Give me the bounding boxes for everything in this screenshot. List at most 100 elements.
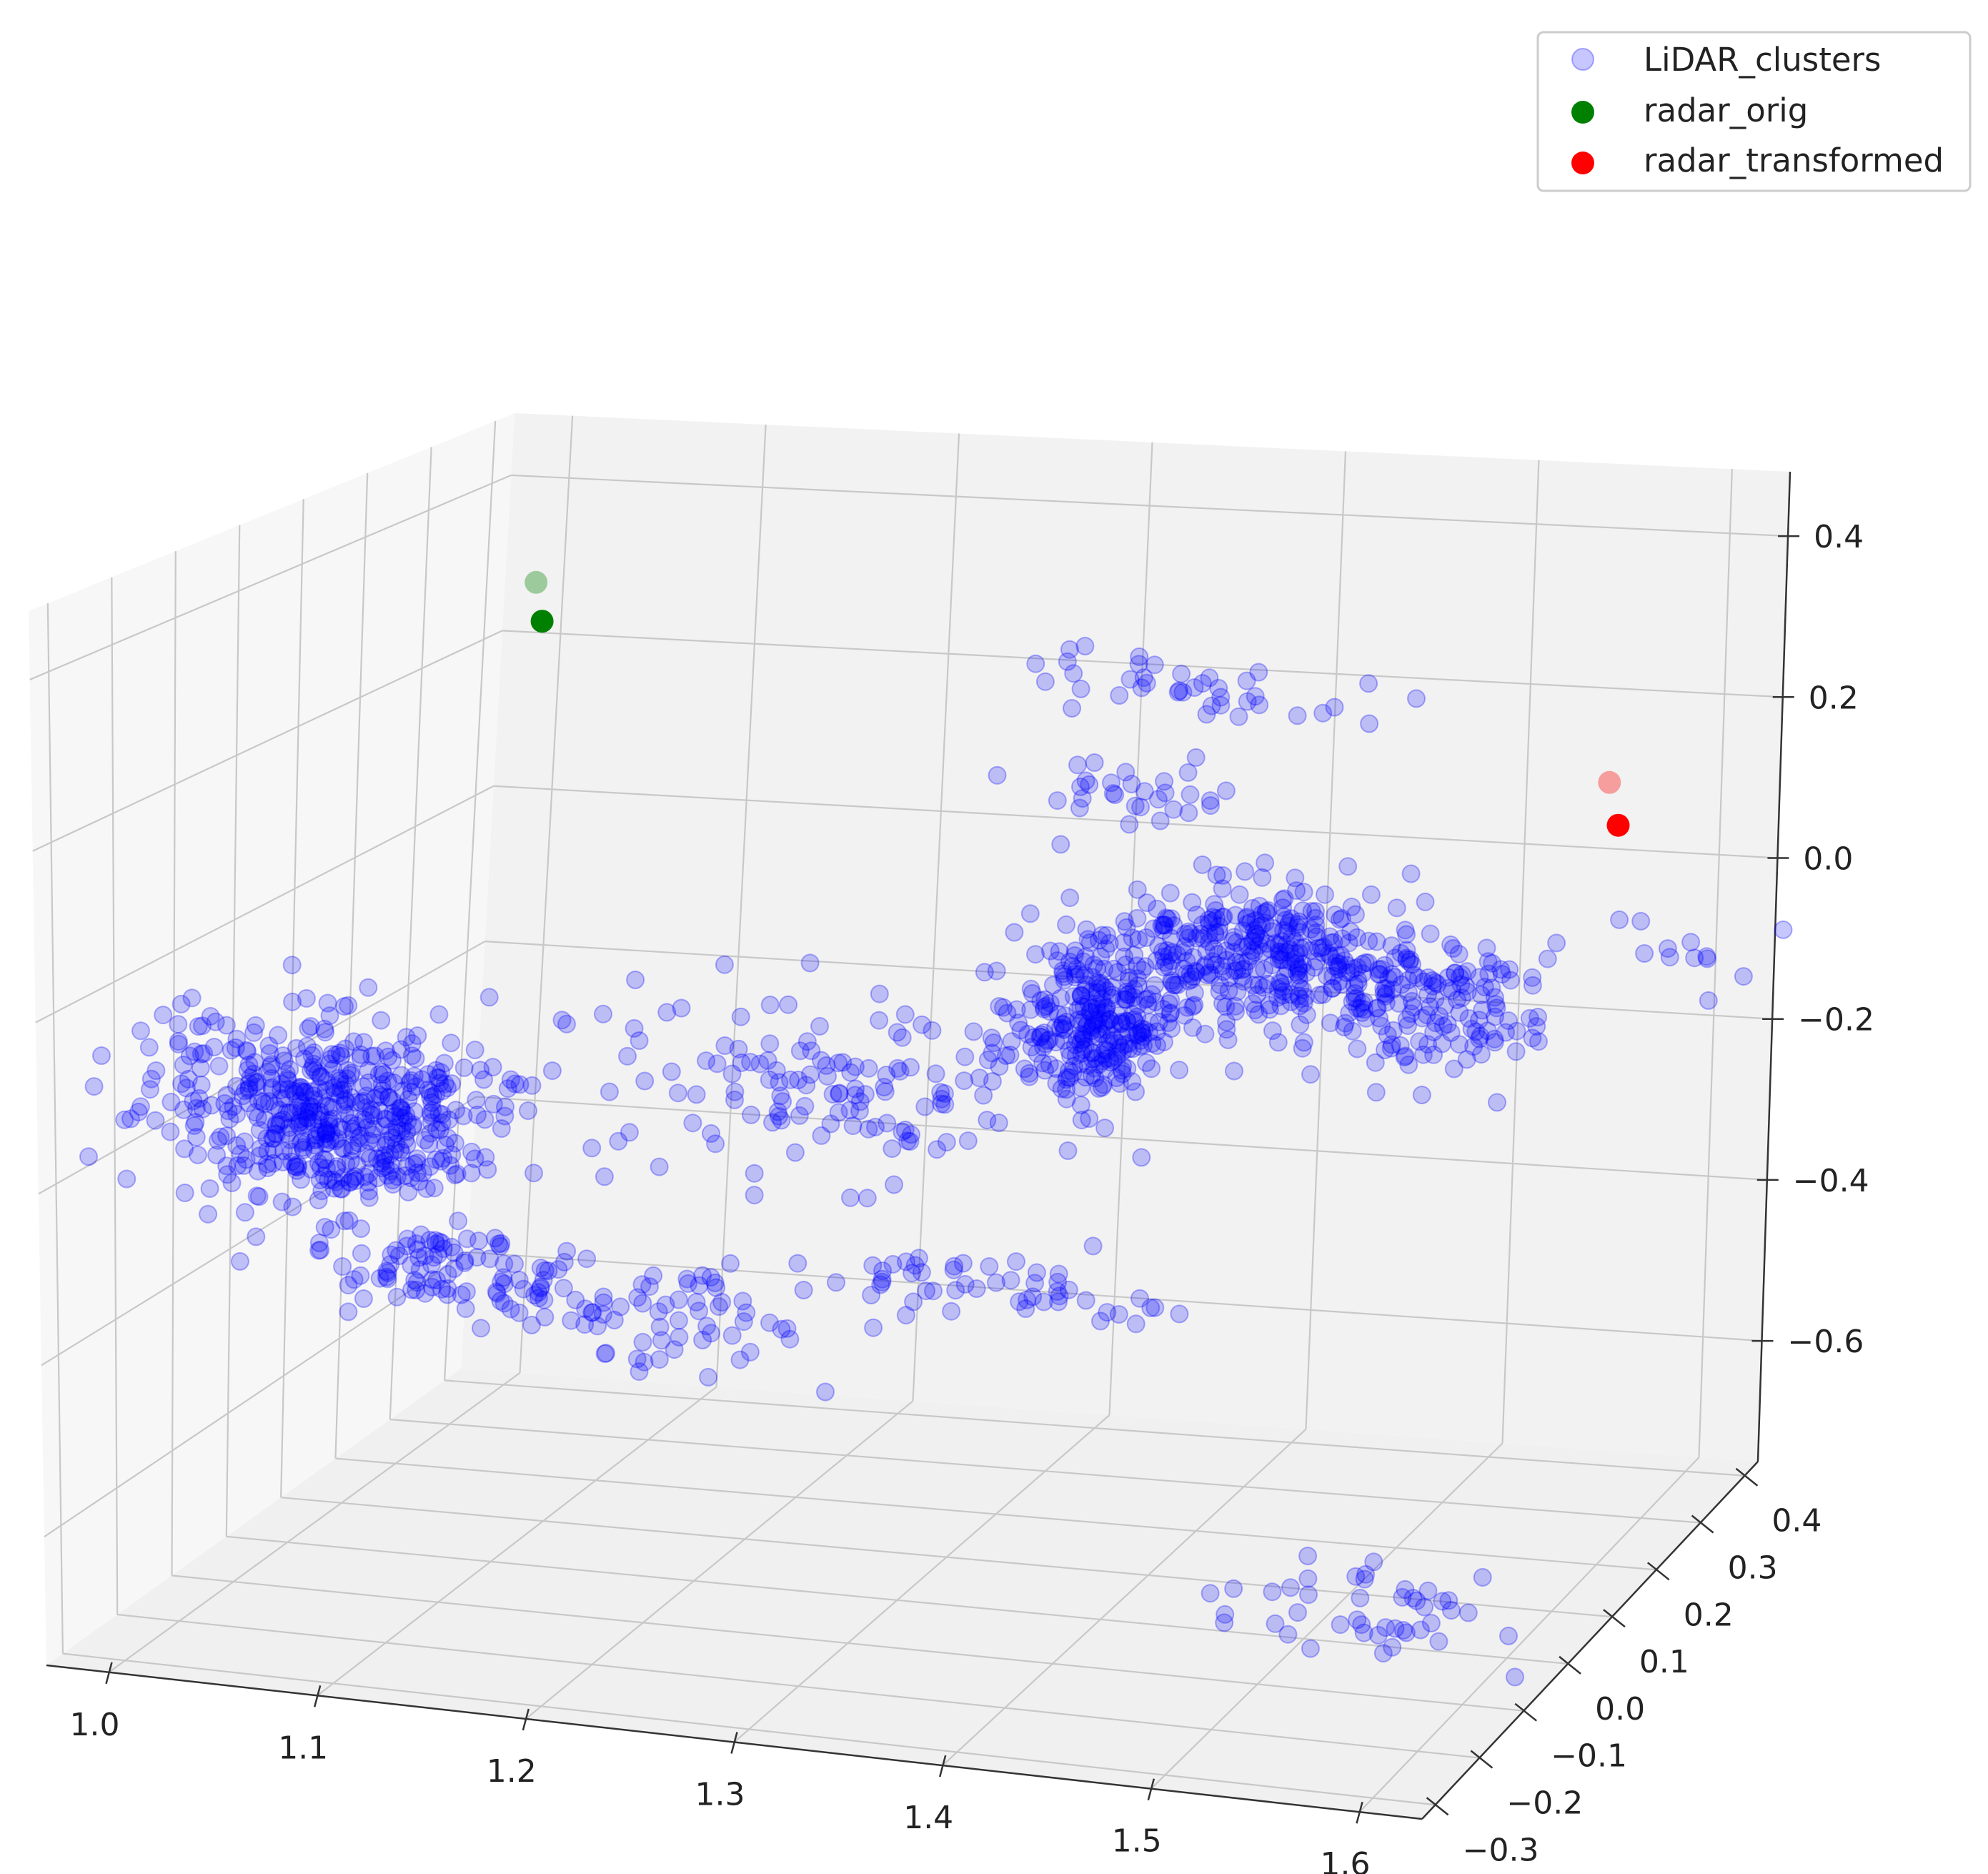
lidar-point [1418,985,1438,1004]
lidar-point [1200,963,1219,983]
lidar-point [245,1053,264,1072]
lidar-point [396,1130,415,1149]
lidar-point [1316,885,1334,904]
lidar-point [372,1075,392,1094]
lidar-point [1094,1014,1113,1033]
lidar-point [141,1080,159,1099]
lidar-point [1407,689,1426,708]
lidar-point [988,765,1007,785]
lidar-point [1055,1019,1074,1038]
lidar-point [1142,1059,1161,1079]
lidar-point [1063,1064,1083,1083]
lidar-point [964,1022,983,1041]
lidar-point [238,1061,257,1080]
lidar-point [777,1319,797,1338]
lidar-point [1117,982,1136,1001]
lidar-point [1397,948,1416,968]
lidar-point [1260,996,1279,1015]
lidar-point [359,1188,379,1207]
lidar-point [293,1096,312,1115]
lidar-point [1112,1061,1131,1080]
z-tick-label: 0.2 [1809,680,1859,716]
lidar-point [298,1109,317,1128]
lidar-point [1246,1001,1265,1020]
lidar-point [1093,926,1111,945]
lidar-point [1206,955,1226,974]
lidar-point [576,1299,595,1319]
lidar-point [274,1141,293,1161]
lidar-point [1137,673,1156,693]
lidar-point [627,1349,647,1369]
lidar-point [412,1225,431,1244]
lidar-point [1088,1000,1107,1019]
lidar-point [267,1125,286,1144]
lidar-point [1216,1605,1235,1624]
lidar-point [897,1252,915,1271]
radar-transformed-point [1598,770,1621,794]
lidar-point [1018,1290,1037,1309]
lidar-point [1093,1045,1112,1064]
lidar-point [678,1274,697,1293]
lidar-point [1133,1023,1152,1043]
lidar-point [249,1187,269,1206]
lidar-point [392,1066,411,1085]
lidar-point [937,1133,956,1152]
lidar-point [359,1164,379,1183]
lidar-point [818,1066,837,1086]
lidar-point [975,963,994,982]
lidar-point [1203,908,1223,927]
lidar-point [1348,971,1368,990]
lidar-point [781,1070,800,1089]
back-pane [461,413,1790,1462]
lidar-point [290,1113,309,1132]
lidar-point [1341,963,1361,982]
lidar-point [1054,1031,1073,1050]
lidar-point [335,1090,354,1109]
lidar-point [407,1234,426,1254]
lidar-point [1031,1028,1050,1047]
lidar-point [1035,998,1054,1017]
lidar-point [1238,936,1257,956]
lidar-point [408,1240,427,1259]
lidar-point [1268,988,1287,1007]
lidar-point [1376,986,1395,1006]
lidar-point [1378,1026,1397,1044]
lidar-point [531,1279,550,1298]
lidar-point [1369,965,1388,984]
lidar-point [334,1139,354,1159]
lidar-point [1058,1068,1077,1087]
lidar-point [1247,960,1266,979]
lidar-point [583,1303,602,1322]
lidar-point [352,1219,370,1239]
x-gridline [942,1428,1307,1766]
lidar-point [161,1092,181,1111]
lidar-point [1214,907,1233,926]
lidar-point [1031,991,1050,1010]
lidar-point [1273,890,1292,909]
lidar-point [1040,1030,1059,1049]
lidar-point [1258,901,1278,920]
lidar-point [1093,1051,1113,1071]
lidar-point [1289,961,1308,980]
lidar-point [1072,1044,1091,1063]
lidar-point [1256,853,1275,873]
lidar-point [169,1034,188,1053]
scatter-points [79,570,1793,1687]
lidar-point [292,1101,311,1121]
lidar-point [1348,998,1367,1018]
lidar-point [1433,1016,1453,1036]
lidar-point [172,1074,191,1094]
lidar-point [304,1090,324,1109]
lidar-point [192,1075,211,1094]
lidar-point [683,1114,702,1133]
lidar-point [1426,973,1445,992]
lidar-point [1126,1013,1145,1032]
lidar-point [397,1236,417,1256]
lidar-point [1087,959,1106,978]
lidar-point [1256,913,1275,933]
lidar-point [280,1104,299,1123]
lidar-point [357,1144,376,1163]
lidar-point [1085,1059,1104,1078]
x-gridline [1305,451,1347,1429]
lidar-point [351,1266,370,1285]
